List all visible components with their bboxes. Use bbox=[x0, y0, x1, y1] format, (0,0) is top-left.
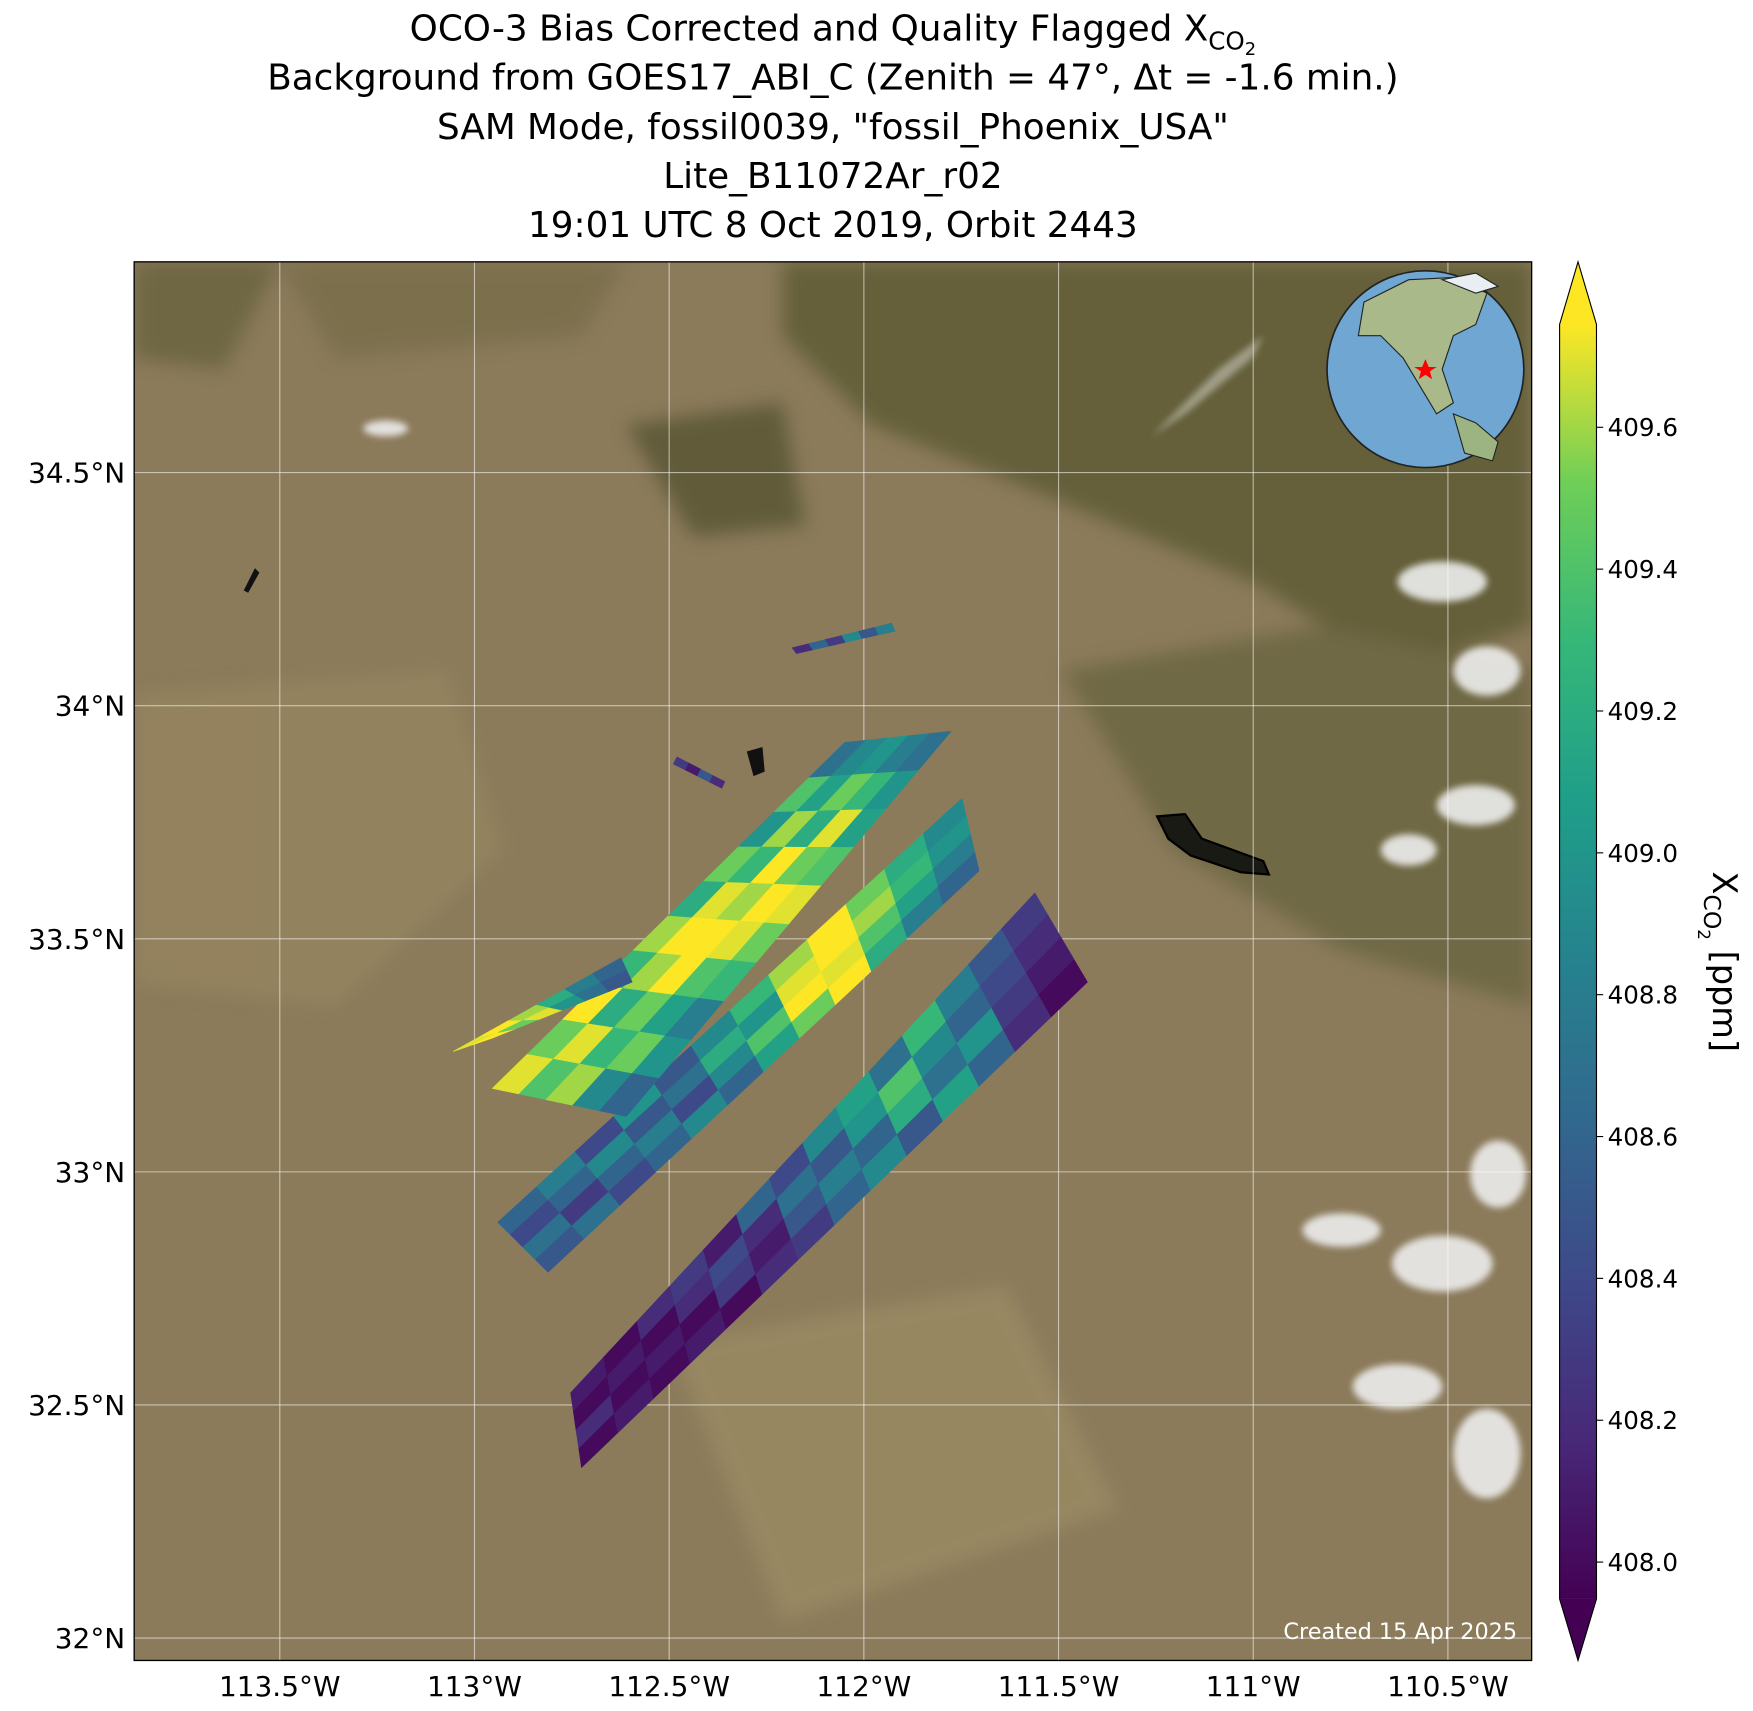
colorbar-extend-max bbox=[1559, 261, 1597, 325]
colorbar: 408.0 408.2 408.4 408.6 408.8 409.0 409.2 409.4… bbox=[1559, 259, 1744, 1663]
sounding bbox=[709, 775, 726, 789]
colorbar-tick-label: 408.4 bbox=[1608, 1264, 1678, 1293]
title-text: SAM Mode, fossil0039, "fossil_Phoenix_US… bbox=[437, 107, 1229, 148]
colorbar-label-part: 2 bbox=[1694, 929, 1714, 940]
colorbar-tick-label: 409.0 bbox=[1608, 839, 1678, 868]
sounding bbox=[874, 622, 896, 636]
x-tick-label: 112.5°W bbox=[608, 1670, 730, 1703]
title-line: Background from GOES17_ABI_C (Zenith = 4… bbox=[267, 58, 1398, 99]
title-line: OCO-3 Bias Corrected and Quality Flagged… bbox=[410, 8, 1256, 60]
y-tick-label: 34°N bbox=[55, 690, 125, 723]
title-subscript: 2 bbox=[1245, 39, 1256, 60]
colorbar-tick-label: 409.6 bbox=[1608, 413, 1678, 442]
y-tick-label: 32°N bbox=[55, 1622, 125, 1655]
colorbar-tick-label: 409.2 bbox=[1608, 697, 1678, 726]
axes: 113.5°W 113°W 112.5°W 112°W 111.5°W 111°W 110.… bbox=[28, 457, 1509, 1704]
sounding bbox=[1038, 959, 1088, 1018]
title-subscript: CO bbox=[1208, 26, 1245, 55]
sounding bbox=[937, 852, 980, 905]
title-text: OCO-3 Bias Corrected and Quality Flagged… bbox=[410, 8, 1209, 49]
title-line: SAM Mode, fossil0039, "fossil_Phoenix_US… bbox=[437, 107, 1229, 148]
y-tick-label: 33.5°N bbox=[28, 923, 125, 956]
colorbar-tick-label: 408.2 bbox=[1608, 1406, 1678, 1435]
colorbar-label-part: X bbox=[1705, 871, 1744, 894]
map-frame bbox=[133, 261, 1533, 1662]
title-line: 19:01 UTC 8 Oct 2019, Orbit 2443 bbox=[528, 205, 1138, 246]
title-text: 19:01 UTC 8 Oct 2019, Orbit 2443 bbox=[528, 205, 1138, 246]
satellite-background bbox=[134, 261, 1532, 1661]
colorbar-tick-label: 408.8 bbox=[1608, 981, 1678, 1010]
sounding bbox=[600, 969, 633, 992]
title-text: Lite_B11072Ar_r02 bbox=[663, 156, 1002, 197]
y-tick-label: 32.5°N bbox=[28, 1389, 125, 1422]
colorbar-label-part: [ppm] bbox=[1705, 940, 1744, 1052]
x-tick-label: 112°W bbox=[816, 1670, 911, 1703]
globe-inset bbox=[1326, 269, 1525, 469]
colorbar-outline bbox=[1559, 259, 1598, 1663]
title-line: Lite_B11072Ar_r02 bbox=[663, 156, 1002, 197]
sounding bbox=[896, 730, 952, 772]
x-tick-label: 113.5°W bbox=[219, 1670, 341, 1703]
y-tick-label: 33°N bbox=[55, 1156, 125, 1189]
colorbar-extend-min bbox=[1559, 1598, 1597, 1661]
footnote: Created 15 Apr 2025 bbox=[1283, 1619, 1517, 1645]
x-tick-label: 111°W bbox=[1206, 1670, 1301, 1703]
soundings bbox=[452, 622, 1088, 1469]
x-tick-label: 113°W bbox=[427, 1670, 522, 1703]
title: OCO-3 Bias Corrected and Quality Flagged… bbox=[267, 8, 1398, 246]
y-tick-label: 34.5°N bbox=[28, 457, 125, 490]
colorbar-tick-label: 408.0 bbox=[1608, 1548, 1678, 1577]
colorbar-tick-label: 409.4 bbox=[1608, 555, 1678, 584]
title-text: Background from GOES17_ABI_C (Zenith = 4… bbox=[267, 58, 1398, 99]
x-tick-label: 111.5°W bbox=[998, 1670, 1120, 1703]
x-tick-label: 110.5°W bbox=[1387, 1670, 1509, 1703]
colorbar-label: XCO2 [ppm] bbox=[1694, 871, 1744, 1052]
colorbar-tick-label: 408.6 bbox=[1608, 1122, 1678, 1151]
colorbar-body bbox=[1559, 324, 1597, 1599]
colorbar-label-part: CO bbox=[1698, 894, 1726, 929]
